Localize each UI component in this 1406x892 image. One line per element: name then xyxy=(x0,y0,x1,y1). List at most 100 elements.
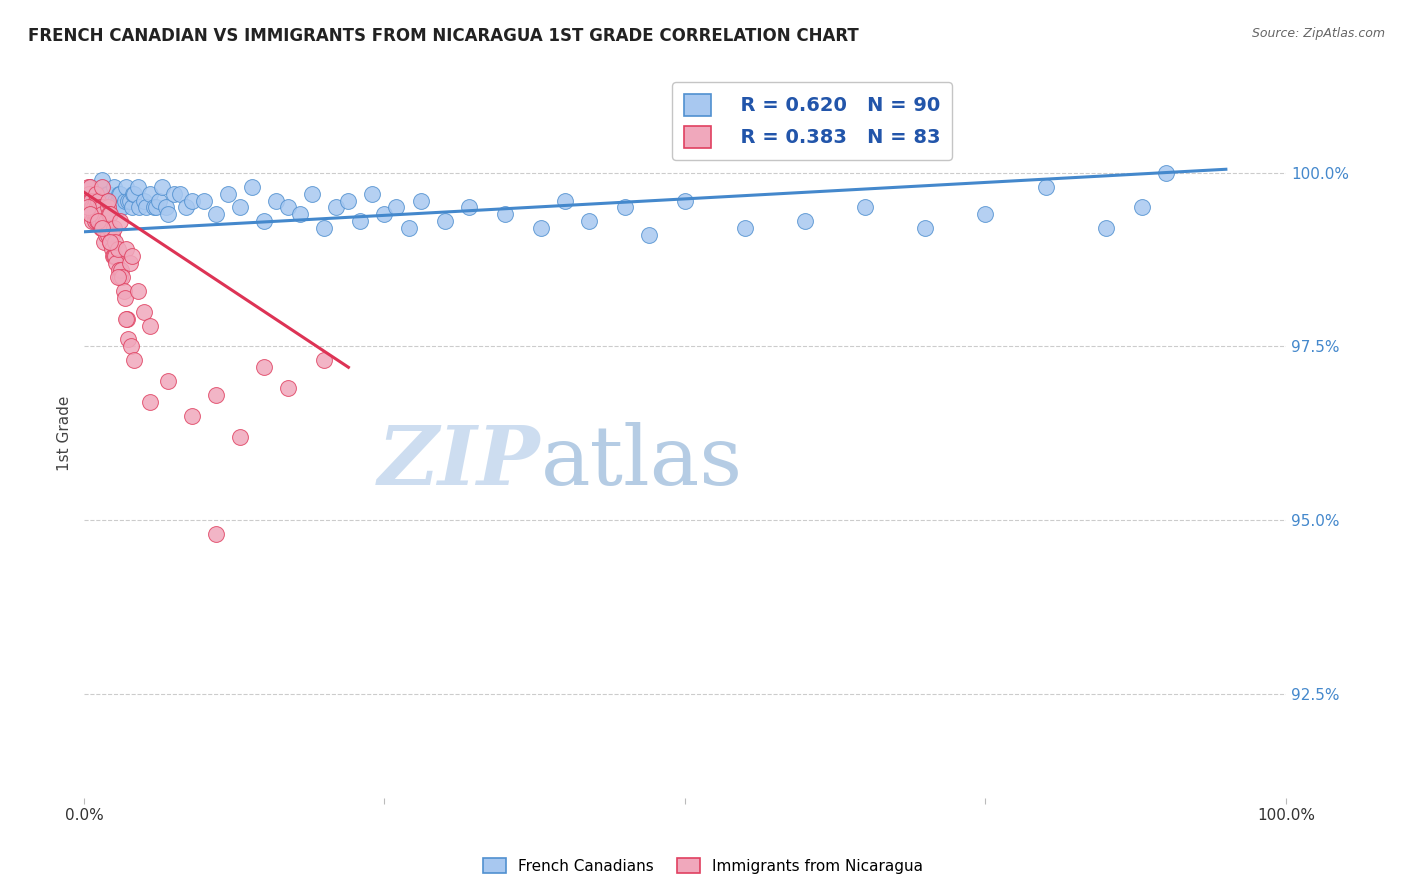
Point xyxy=(79,201,101,215)
Point xyxy=(103,249,125,263)
Point xyxy=(277,201,299,215)
Point xyxy=(114,291,136,305)
Text: Source: ZipAtlas.com: Source: ZipAtlas.com xyxy=(1251,27,1385,40)
Point xyxy=(139,318,162,333)
Point xyxy=(398,221,420,235)
Point xyxy=(124,186,146,201)
Point xyxy=(76,201,98,215)
Point xyxy=(314,353,336,368)
Point xyxy=(108,186,131,201)
Point xyxy=(97,228,120,243)
Point xyxy=(1130,201,1153,215)
Point xyxy=(76,201,98,215)
Point xyxy=(325,201,347,215)
Point xyxy=(79,201,101,215)
Point xyxy=(75,186,97,201)
Point xyxy=(79,179,101,194)
Point xyxy=(96,221,118,235)
Point xyxy=(135,201,157,215)
Point xyxy=(111,201,134,215)
Point xyxy=(101,249,124,263)
Point xyxy=(87,194,110,208)
Point xyxy=(128,201,150,215)
Point xyxy=(98,221,121,235)
Point xyxy=(83,194,105,208)
Point xyxy=(301,186,323,201)
Point xyxy=(112,284,135,298)
Point xyxy=(217,186,239,201)
Point xyxy=(91,214,114,228)
Point xyxy=(89,186,111,201)
Point xyxy=(266,194,288,208)
Point xyxy=(91,194,114,208)
Point xyxy=(93,201,115,215)
Point xyxy=(127,179,149,194)
Point xyxy=(314,221,336,235)
Point xyxy=(132,304,155,318)
Point xyxy=(115,179,138,194)
Point xyxy=(253,214,276,228)
Point xyxy=(157,207,180,221)
Point xyxy=(240,179,263,194)
Point xyxy=(1035,179,1057,194)
Point xyxy=(108,214,131,228)
Point xyxy=(181,194,204,208)
Point xyxy=(83,214,105,228)
Point xyxy=(108,186,131,201)
Point xyxy=(77,194,100,208)
Point xyxy=(94,214,117,228)
Point xyxy=(79,179,101,194)
Point xyxy=(90,201,112,215)
Point xyxy=(349,214,371,228)
Point xyxy=(253,360,276,375)
Point xyxy=(457,201,479,215)
Point xyxy=(409,194,432,208)
Point xyxy=(174,201,197,215)
Point xyxy=(205,207,228,221)
Point xyxy=(115,242,138,256)
Point xyxy=(114,194,136,208)
Point xyxy=(91,179,114,194)
Point xyxy=(82,214,104,228)
Point xyxy=(77,186,100,201)
Y-axis label: 1st Grade: 1st Grade xyxy=(58,396,72,471)
Point xyxy=(100,242,122,256)
Point xyxy=(111,269,134,284)
Point xyxy=(734,221,756,235)
Point xyxy=(914,221,936,235)
Point xyxy=(104,249,127,263)
Point xyxy=(100,235,122,250)
Point xyxy=(433,214,456,228)
Point xyxy=(108,263,131,277)
Point xyxy=(205,388,228,402)
Point xyxy=(169,186,191,201)
Point xyxy=(104,194,127,208)
Point xyxy=(91,207,114,221)
Point xyxy=(142,201,165,215)
Point xyxy=(163,186,186,201)
Point xyxy=(155,201,177,215)
Point xyxy=(83,207,105,221)
Point xyxy=(117,311,139,326)
Point xyxy=(104,235,127,250)
Point xyxy=(100,235,122,250)
Point xyxy=(974,207,997,221)
Point xyxy=(91,221,114,235)
Point xyxy=(150,179,173,194)
Point xyxy=(578,214,600,228)
Point xyxy=(75,194,97,208)
Point xyxy=(107,194,129,208)
Point xyxy=(98,207,121,221)
Point xyxy=(337,194,360,208)
Point xyxy=(494,207,516,221)
Point xyxy=(118,194,141,208)
Point xyxy=(82,201,104,215)
Point xyxy=(97,201,120,215)
Point xyxy=(94,194,117,208)
Point xyxy=(96,186,118,201)
Point xyxy=(1094,221,1116,235)
Point xyxy=(124,353,146,368)
Point xyxy=(87,214,110,228)
Point xyxy=(385,201,408,215)
Point xyxy=(91,221,114,235)
